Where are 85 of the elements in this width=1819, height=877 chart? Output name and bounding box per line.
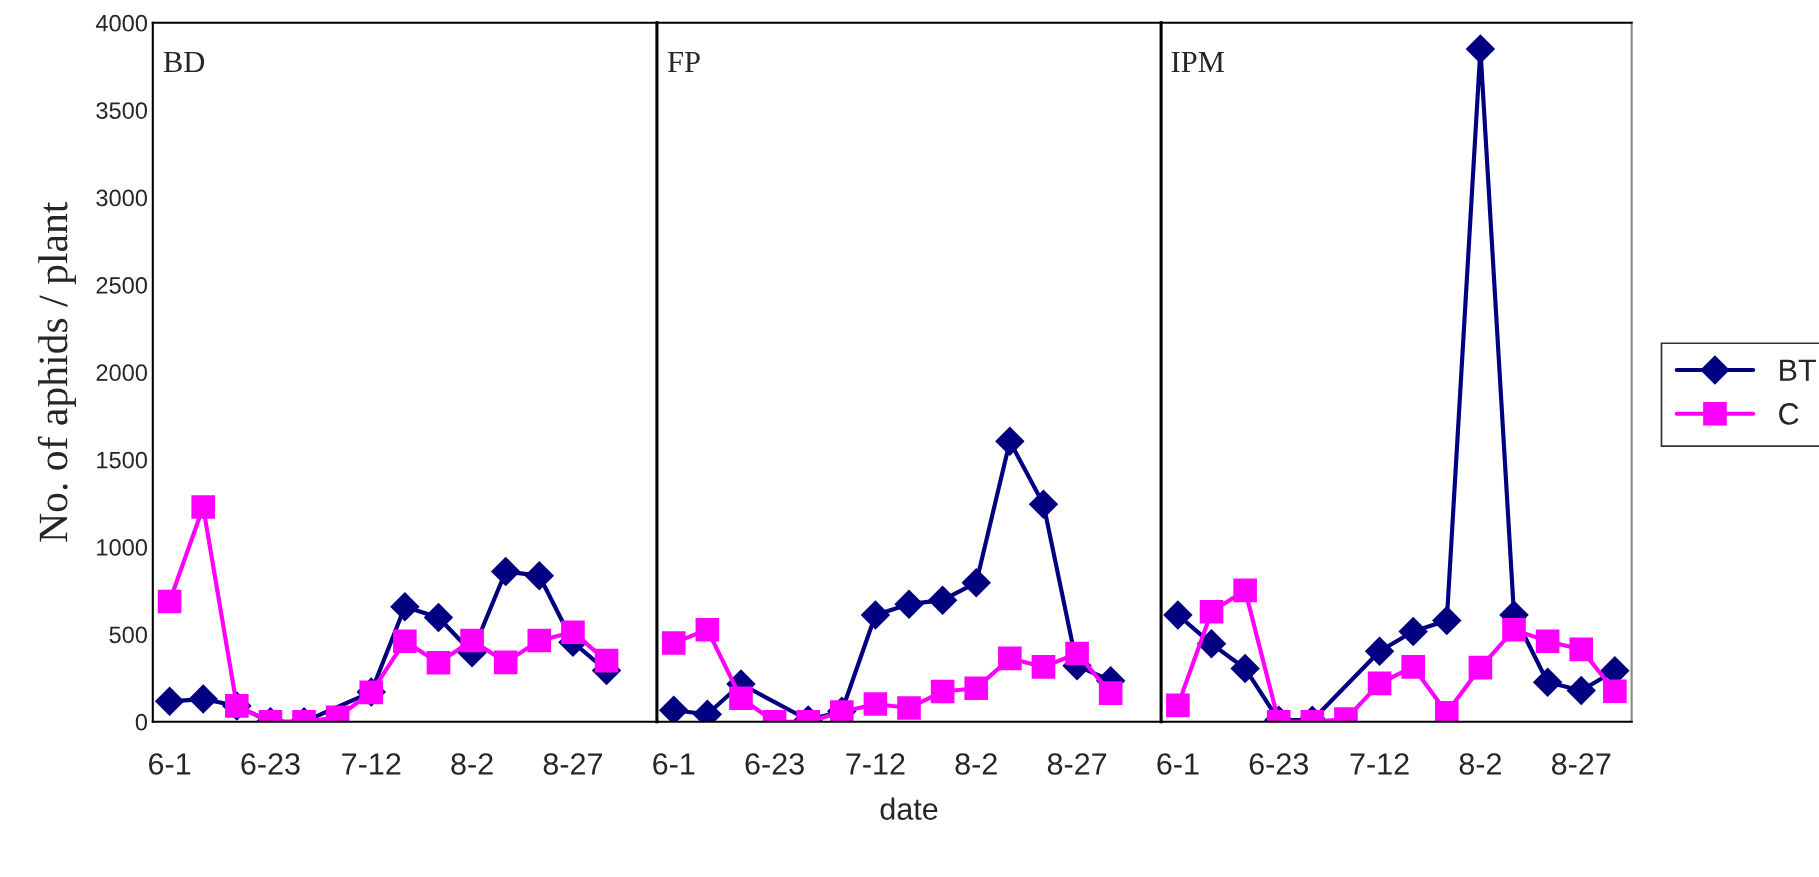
point [1196,629,1227,659]
point [390,592,420,622]
y-tick-label: 2000 [96,364,148,382]
point [998,646,1022,671]
point [524,560,555,591]
x-tick-label: 7-12 [342,753,401,775]
point [594,648,619,673]
point [1465,34,1496,64]
y-tick-label: 4000 [95,14,148,32]
x-tick-label: 6-1 [149,753,191,775]
point [188,684,218,714]
x-tick-label: 6-23 [241,753,300,775]
point [1163,600,1193,630]
point [493,650,518,675]
y-tick-label: 3500 [96,102,148,119]
y-tick-label: 500 [109,626,148,644]
point [1233,578,1257,603]
x-tick-label: 6-23 [745,753,804,775]
point [830,700,854,722]
legend-label: BT [1780,359,1816,381]
point [393,629,417,654]
point [964,676,989,701]
point [1199,599,1224,624]
point [527,628,552,653]
point [460,628,484,653]
x-tick-label: 8-27 [1047,753,1107,775]
point [1532,667,1563,698]
legend-label: C [1779,403,1799,425]
x-tick-label: 6-23 [1249,753,1308,775]
x-tick-label: 6-1 [653,753,695,775]
point [661,631,686,655]
point [1569,637,1594,662]
point [154,686,185,717]
point [863,692,888,716]
point [1468,655,1493,680]
point [1398,616,1428,647]
point [1166,693,1190,718]
x-tick-label: 8-2 [451,753,493,775]
point [1432,605,1462,636]
point [1434,701,1459,722]
x-tick-label: 8-2 [955,753,997,775]
x-tick-label: 8-2 [1459,753,1501,775]
point [157,589,182,614]
x-tick-label: 6-1 [1157,753,1199,775]
y-axis-title: No. of aphids / plant [37,201,76,542]
x-tick-label: 8-27 [543,753,602,775]
point [729,686,753,710]
point [995,426,1025,457]
point [695,617,720,642]
point [1028,489,1059,519]
point [894,589,924,619]
point [1367,671,1392,696]
y-tick-label: 1000 [97,539,148,556]
point [930,679,955,704]
annotation: IPM [1171,51,1224,72]
point [490,556,521,587]
point [191,495,216,519]
point [1535,629,1560,654]
point [561,620,585,645]
point [1065,641,1089,666]
point [426,650,451,675]
annotation: BD [163,51,205,73]
point [860,600,891,630]
x-tick-label: 7-12 [1350,753,1409,775]
point [961,567,991,598]
point [659,695,689,722]
y-tick-label: 2500 [96,276,148,294]
y-tick-label: 0 [135,713,148,731]
point [897,696,921,720]
point [1364,636,1395,666]
y-tick-label: 1500 [97,451,148,469]
point [1098,681,1123,705]
point [423,602,454,633]
point [1230,653,1260,684]
x-tick-label: 8-27 [1551,753,1611,775]
point [927,585,958,615]
y-tick-label: 3000 [96,189,148,207]
x-axis-title: date [880,797,938,820]
x-tick-label: 7-12 [846,753,905,775]
point [1603,679,1627,703]
point [1031,655,1056,679]
point [1401,655,1425,679]
point [1566,675,1596,706]
annotation: FP [667,51,700,72]
point [1502,617,1526,642]
